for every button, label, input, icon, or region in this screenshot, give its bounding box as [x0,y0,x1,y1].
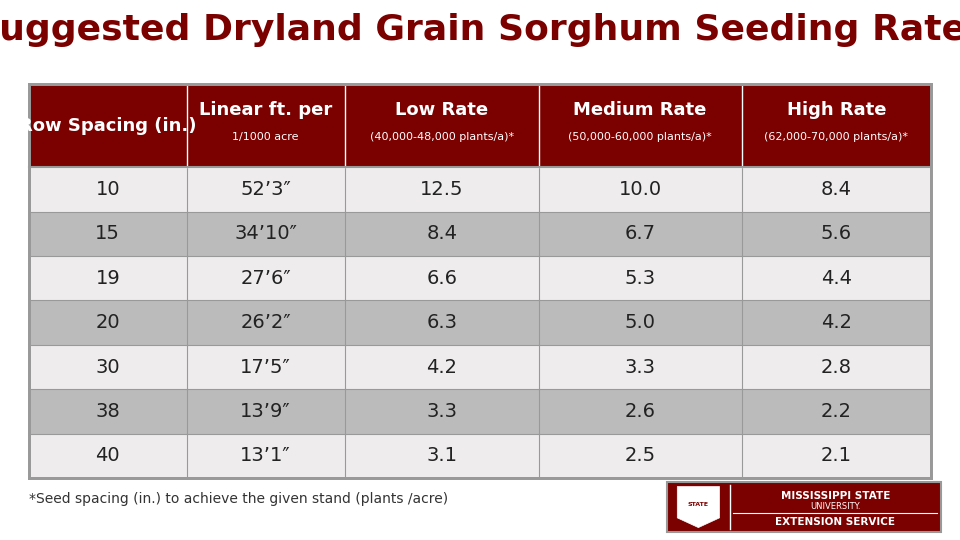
Text: 3.3: 3.3 [625,357,656,376]
Text: Linear ft. per: Linear ft. per [199,102,332,119]
Text: 4.2: 4.2 [821,313,852,332]
Text: 4.2: 4.2 [426,357,457,376]
Text: Low Rate: Low Rate [396,102,489,119]
Bar [29,256,931,300]
Text: High Rate: High Rate [786,102,886,119]
Text: 52’3″: 52’3″ [240,180,291,199]
Text: *Seed spacing (in.) to achieve the given stand (plants /acre): *Seed spacing (in.) to achieve the given… [29,492,448,507]
Text: 30: 30 [95,357,120,376]
Text: 2.2: 2.2 [821,402,852,421]
Bar [29,389,931,434]
Bar [29,345,931,389]
Text: Suggested Dryland Grain Sorghum Seeding Rates: Suggested Dryland Grain Sorghum Seeding … [0,13,960,46]
Text: 40: 40 [95,446,120,465]
Text: 38: 38 [95,402,120,421]
Text: 10: 10 [95,180,120,199]
Text: 5.3: 5.3 [625,269,656,288]
Text: 10.0: 10.0 [618,180,661,199]
Bar [29,212,931,256]
Text: 4.4: 4.4 [821,269,852,288]
Bar [29,434,931,478]
Text: 5.0: 5.0 [625,313,656,332]
Text: 20: 20 [95,313,120,332]
Text: 13’9″: 13’9″ [240,402,291,421]
Text: (50,000-60,000 plants/a)*: (50,000-60,000 plants/a)* [568,132,712,143]
Text: 3.3: 3.3 [426,402,457,421]
Text: (62,000-70,000 plants/a)*: (62,000-70,000 plants/a)* [764,132,908,143]
Text: 12.5: 12.5 [420,180,464,199]
Text: EXTENSION SERVICE: EXTENSION SERVICE [776,517,895,527]
Bar [667,482,941,532]
Text: 8.4: 8.4 [426,225,457,244]
Polygon shape [677,487,720,528]
Text: MISSISSIPPI STATE: MISSISSIPPI STATE [780,491,890,501]
Text: 8.4: 8.4 [821,180,852,199]
Text: 34’10″: 34’10″ [234,225,297,244]
Text: Row Spacing (in.): Row Spacing (in.) [19,117,197,134]
Text: 6.3: 6.3 [426,313,457,332]
Bar [29,84,931,167]
Text: Medium Rate: Medium Rate [573,102,707,119]
Text: 15: 15 [95,225,120,244]
Text: (40,000-48,000 plants/a)*: (40,000-48,000 plants/a)* [370,132,514,143]
Bar [29,167,931,212]
Text: 2.5: 2.5 [625,446,656,465]
Text: 5.6: 5.6 [821,225,852,244]
Text: UNIVERSITY.: UNIVERSITY. [810,502,860,510]
Text: 17’5″: 17’5″ [240,357,291,376]
Text: 13’1″: 13’1″ [240,446,291,465]
Text: 2.1: 2.1 [821,446,852,465]
Bar [29,300,931,345]
Text: 27’6″: 27’6″ [240,269,291,288]
Text: 1/1000 acre: 1/1000 acre [232,132,299,143]
Text: 19: 19 [95,269,120,288]
Text: 6.7: 6.7 [625,225,656,244]
Text: 3.1: 3.1 [426,446,457,465]
Bar [29,84,931,478]
Text: 2.8: 2.8 [821,357,852,376]
Text: 6.6: 6.6 [426,269,457,288]
Text: 26’2″: 26’2″ [240,313,291,332]
Text: STATE: STATE [688,502,708,507]
Text: 2.6: 2.6 [625,402,656,421]
